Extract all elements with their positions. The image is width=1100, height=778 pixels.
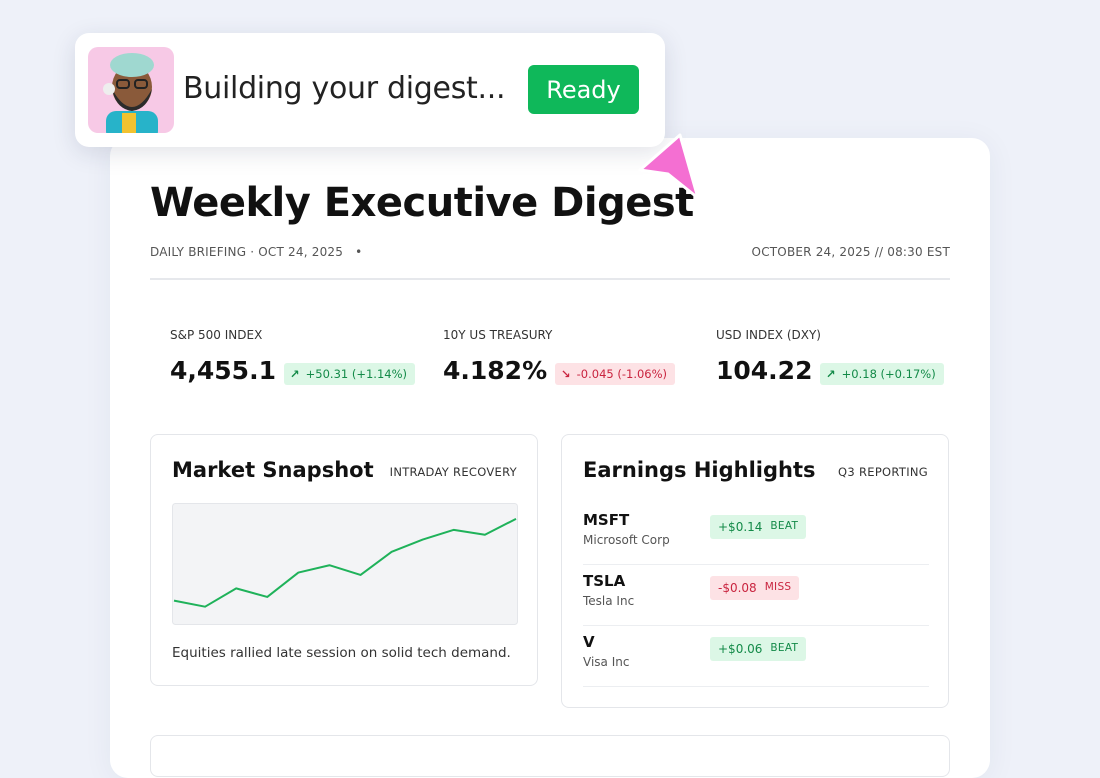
trend-icon: ↗ xyxy=(826,367,836,381)
ticker: TSLA xyxy=(583,572,626,590)
change-text: +50.31 (+1.14%) xyxy=(305,367,407,381)
digest-title: Weekly Executive Digest xyxy=(150,180,694,226)
result-chip: +$0.14 BEAT xyxy=(710,515,807,539)
divider xyxy=(150,278,950,280)
snapshot-panel: Market Snapshot INTRADAY RECOVERY Equiti… xyxy=(150,434,538,686)
ready-button[interactable]: Ready xyxy=(528,65,639,114)
status-toast: Building your digest... Ready xyxy=(75,33,665,147)
change-chip: ↘ -0.045 (-1.06%) xyxy=(555,363,676,385)
avatar-illustration xyxy=(103,53,158,133)
result: MISS xyxy=(764,581,792,593)
metric-value: 104.22 xyxy=(716,356,813,385)
eps-delta: +$0.14 xyxy=(718,520,763,534)
eps-delta: -$0.08 xyxy=(718,581,757,595)
ticker: MSFT xyxy=(583,511,630,529)
toast-text: Building your digest... xyxy=(183,71,506,106)
panel-tag: Q3 REPORTING xyxy=(838,465,928,479)
metric-value: 4,455.1 xyxy=(170,356,276,385)
metric-value: 4.182% xyxy=(443,356,548,385)
chart-background xyxy=(172,503,518,625)
earnings-row: MSFT Microsoft Corp +$0.14 BEAT xyxy=(583,503,929,565)
ticker: V xyxy=(583,633,595,651)
trend-icon: ↗ xyxy=(290,367,300,381)
sparkline-chart xyxy=(172,503,518,625)
metric-label: USD INDEX (DXY) xyxy=(716,328,821,342)
panel-title: Market Snapshot xyxy=(172,458,374,482)
earnings-row: TSLA Tesla Inc -$0.08 MISS xyxy=(583,564,929,626)
result: BEAT xyxy=(770,520,799,532)
metric-label: 10Y US TREASURY xyxy=(443,328,553,342)
next-panel xyxy=(150,735,950,777)
company: Microsoft Corp xyxy=(583,533,670,547)
subtitle-text: DAILY BRIEFING · OCT 24, 2025 xyxy=(150,245,344,259)
panel-title: Earnings Highlights xyxy=(583,458,816,482)
change-chip: ↗ +50.31 (+1.14%) xyxy=(284,363,415,385)
company: Tesla Inc xyxy=(583,594,635,608)
result-chip: -$0.08 MISS xyxy=(710,576,800,600)
sparkline xyxy=(173,517,517,608)
cursor xyxy=(638,133,700,200)
earnings-panel: Earnings Highlights Q3 REPORTING MSFT Mic… xyxy=(561,434,949,708)
subtitle: DAILY BRIEFING · OCT 24, 2025 • xyxy=(150,245,363,259)
result-chip: +$0.06 BEAT xyxy=(710,637,807,661)
page: {"toast": {"text": "Building your digest… xyxy=(75,33,990,778)
eps-delta: +$0.06 xyxy=(718,642,763,656)
change-text: +0.18 (+0.17%) xyxy=(841,367,936,381)
change-chip: ↗ +0.18 (+0.17%) xyxy=(820,363,944,385)
cursor-arrow xyxy=(638,133,700,200)
company: Visa Inc xyxy=(583,655,630,669)
change-text: -0.045 (-1.06%) xyxy=(576,367,668,381)
timestamp: OCTOBER 24, 2025 // 08:30 EST xyxy=(751,245,950,259)
avatar xyxy=(88,47,174,133)
trend-icon: ↘ xyxy=(561,367,571,381)
metric-label: S&P 500 INDEX xyxy=(170,328,263,342)
caption: Equities rallied late session on solid t… xyxy=(172,645,511,661)
panel-tag: INTRADAY RECOVERY xyxy=(389,465,517,479)
earnings-row: V Visa Inc +$0.06 BEAT xyxy=(583,625,929,687)
result: BEAT xyxy=(770,642,799,654)
